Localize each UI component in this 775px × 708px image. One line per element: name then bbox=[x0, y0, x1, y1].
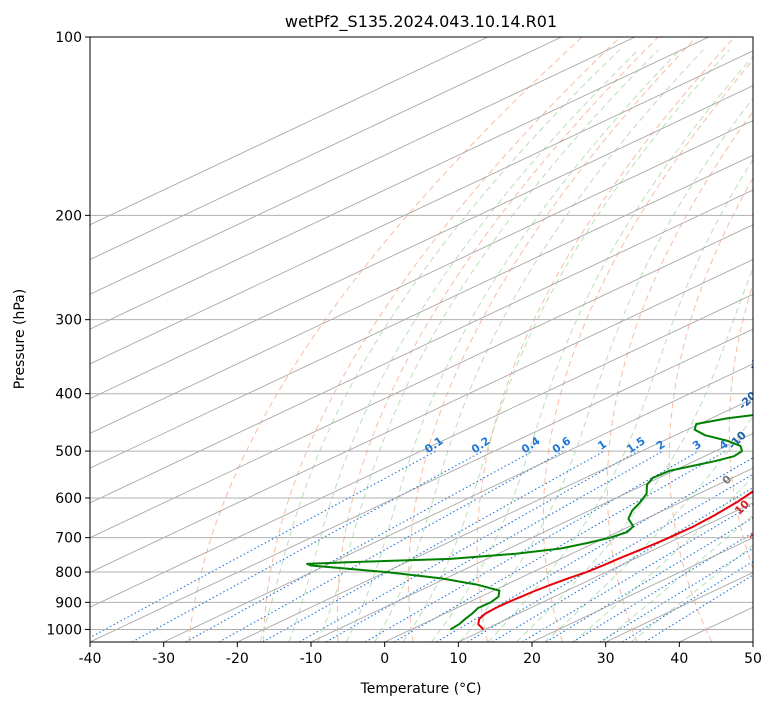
y-tick-label: 500 bbox=[55, 444, 82, 460]
moist-adiabats bbox=[259, 49, 753, 642]
mixing-ratio-line bbox=[218, 450, 564, 642]
y-tick-label: 800 bbox=[55, 565, 82, 581]
dry-adiabat-line bbox=[668, 176, 753, 642]
isotherm-line bbox=[237, 398, 753, 642]
y-axis-title: Pressure (hPa) bbox=[12, 289, 28, 389]
dry-adiabat-line bbox=[606, 110, 753, 642]
isotherm-line bbox=[90, 85, 753, 400]
dry-adiabat-line bbox=[336, 37, 659, 642]
x-tick-label: 0 bbox=[380, 651, 389, 667]
x-tick-label: 10 bbox=[449, 651, 467, 667]
isotherm-label: -30 bbox=[746, 349, 769, 372]
y-tick-label: 300 bbox=[55, 313, 82, 329]
x-tick-label: 40 bbox=[670, 651, 688, 667]
y-tick-label: 1000 bbox=[46, 622, 82, 638]
isotherm-line bbox=[531, 537, 753, 642]
y-tick-label: 900 bbox=[55, 595, 82, 611]
isotherm-line bbox=[90, 154, 753, 469]
isotherm-line bbox=[90, 293, 753, 608]
x-tick-label: -20 bbox=[226, 651, 249, 667]
chart-title: wetPf2_S135.2024.043.10.14.R01 bbox=[285, 12, 557, 32]
moist-adiabat-line bbox=[544, 415, 753, 642]
moist-adiabat-line bbox=[516, 266, 753, 642]
mixing-ratio-line bbox=[90, 450, 437, 639]
y-tick-label: 400 bbox=[55, 387, 82, 403]
moist-adiabat-line bbox=[431, 55, 753, 642]
isotherm-lines bbox=[90, 37, 753, 642]
isotherm-line bbox=[90, 50, 753, 365]
isotherm-line bbox=[90, 37, 636, 295]
moist-adiabat-line bbox=[487, 158, 753, 642]
isotherm-line bbox=[90, 37, 710, 330]
mixing-ratio-line bbox=[599, 547, 753, 642]
isotherm-line bbox=[163, 363, 753, 642]
moist-adiabat-line bbox=[288, 49, 640, 642]
isotherm-line bbox=[90, 37, 489, 226]
dry-adiabat-line bbox=[263, 37, 621, 642]
y-tick-label: 200 bbox=[55, 208, 82, 224]
isotherm-line bbox=[90, 189, 753, 504]
moist-adiabat-line bbox=[259, 49, 621, 642]
pressure-gridlines bbox=[90, 37, 753, 630]
moist-adiabat-line bbox=[345, 49, 681, 642]
isotherm-line bbox=[90, 328, 753, 642]
x-tick-label: -40 bbox=[79, 651, 102, 667]
mixing-ratio-line bbox=[131, 450, 484, 642]
plot-frame bbox=[89, 36, 754, 643]
x-axis-title: Temperature (°C) bbox=[360, 681, 482, 697]
isotherm-line bbox=[90, 259, 753, 573]
sounding-series bbox=[306, 414, 753, 631]
mixing-ratio-line bbox=[572, 532, 753, 642]
y-axis-ticks: 100 200 300 400 500 600 700 800 900 1000 bbox=[46, 30, 90, 638]
y-tick-label: 700 bbox=[55, 531, 82, 547]
mixing-ratio-line bbox=[262, 450, 605, 642]
dewpoint-profile-line bbox=[306, 414, 753, 631]
isotherm-line bbox=[90, 224, 753, 539]
isotherm-label: 20 bbox=[747, 525, 767, 545]
isotherm-line bbox=[310, 432, 753, 642]
mixing-ratio-line bbox=[325, 450, 664, 642]
x-tick-label: -10 bbox=[300, 651, 323, 667]
temperature-profile-line bbox=[477, 490, 753, 631]
isotherm-line bbox=[90, 119, 753, 434]
x-tick-label: 30 bbox=[597, 651, 615, 667]
mixing-ratio-line bbox=[298, 450, 639, 642]
x-tick-label: 50 bbox=[744, 651, 762, 667]
mixing-ratio-line bbox=[436, 457, 753, 642]
y-tick-label: 600 bbox=[55, 491, 82, 507]
mixing-ratio-line bbox=[365, 450, 700, 642]
x-tick-label: 20 bbox=[523, 651, 541, 667]
mixing-ratio-line bbox=[644, 574, 753, 642]
moist-adiabat-line bbox=[402, 49, 730, 642]
x-tick-label: -30 bbox=[152, 651, 175, 667]
dry-adiabat-line bbox=[408, 37, 697, 642]
dry-adiabat-line bbox=[188, 37, 583, 642]
dry-adiabat-line bbox=[728, 282, 753, 571]
x-axis-ticks: -40 -30 -20 -10 0 10 20 30 40 50 bbox=[79, 642, 762, 667]
isotherm-line bbox=[90, 37, 562, 261]
isotherm-line bbox=[458, 502, 753, 642]
dry-adiabat-line bbox=[542, 59, 753, 642]
y-tick-label: 100 bbox=[55, 30, 82, 46]
moist-adiabat-line bbox=[317, 49, 659, 642]
moist-adiabat-line bbox=[602, 514, 753, 642]
